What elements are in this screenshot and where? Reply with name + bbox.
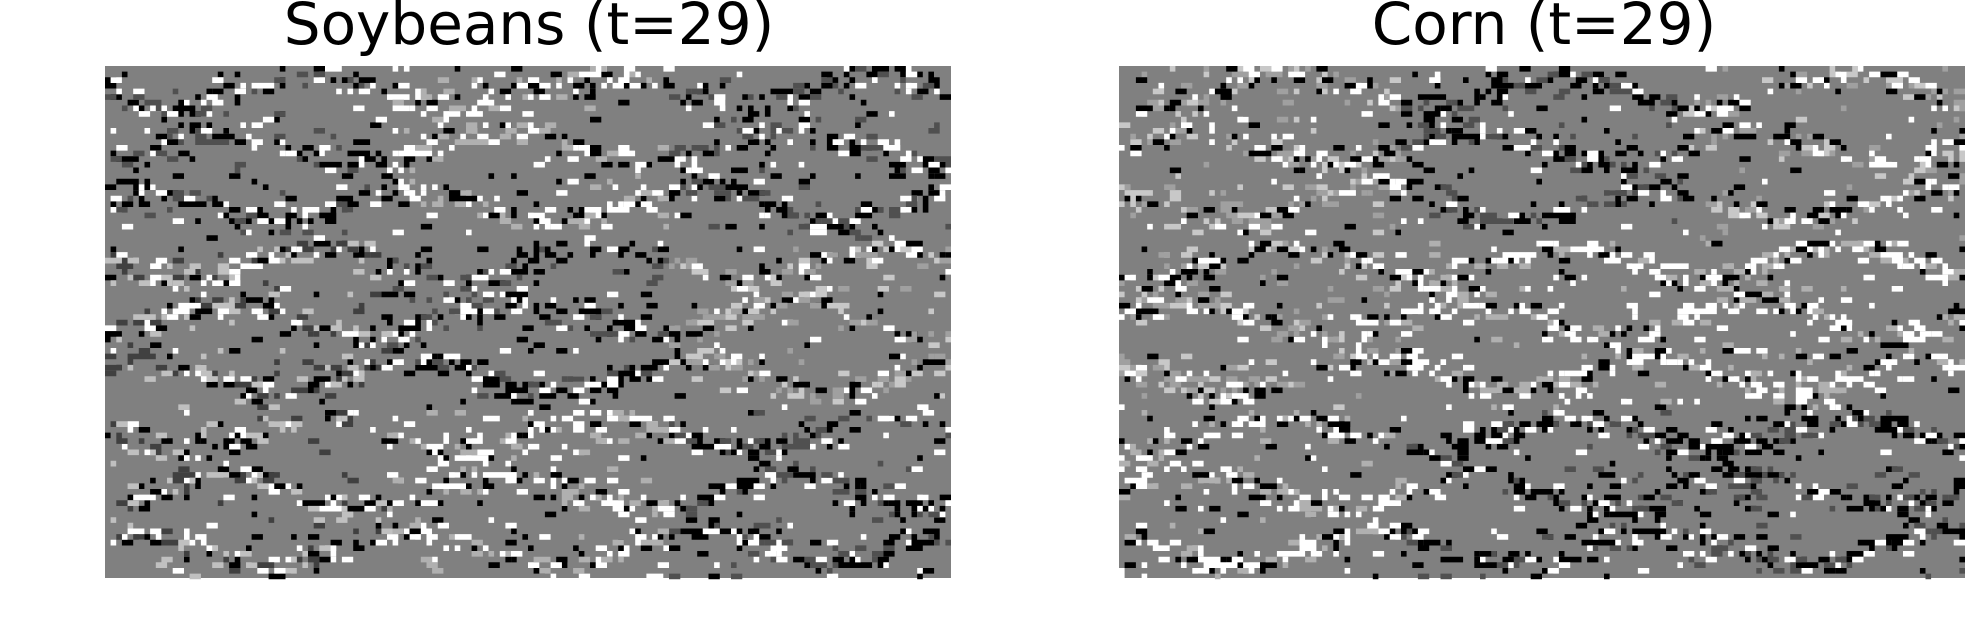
image-panel (1119, 66, 1965, 580)
panel-title: Corn (t=29) (1372, 0, 1716, 58)
image-speckles (105, 240, 393, 580)
image-speckles (1119, 66, 1965, 580)
panel-title: Soybeans (t=29) (284, 0, 774, 58)
image-speckles (1401, 71, 1965, 580)
image-speckles (387, 66, 675, 574)
image-panel (105, 66, 951, 580)
image-speckles (105, 66, 951, 580)
image-speckles (1119, 66, 1965, 580)
image-speckles (669, 246, 951, 405)
image-speckles (669, 240, 951, 405)
